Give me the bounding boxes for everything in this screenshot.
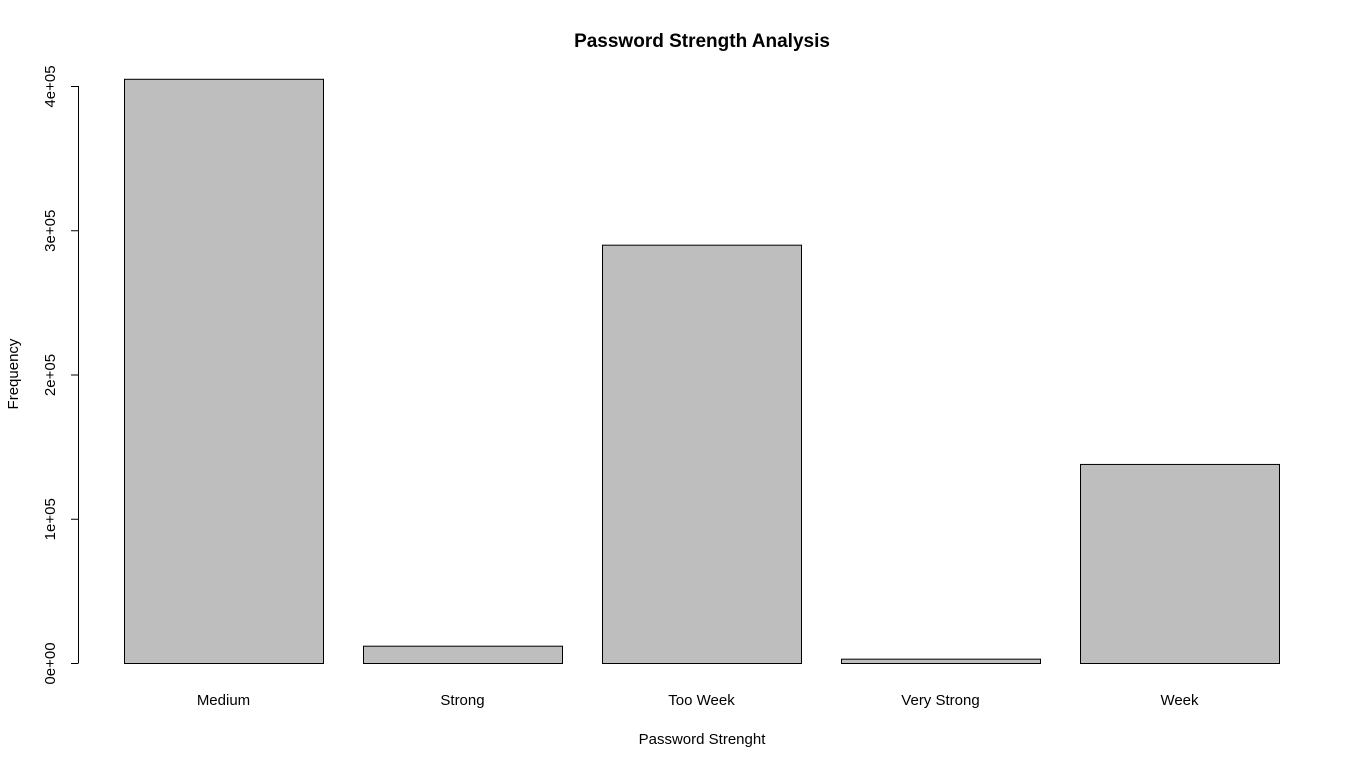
bar-medium xyxy=(124,78,324,665)
y-axis-label: Frequency xyxy=(5,338,22,409)
bars-layer xyxy=(124,78,1280,665)
y-axis: 0e+00 1e+05 2e+05 3e+05 4e+05 xyxy=(42,65,79,685)
y-tick-label: 0e+00 xyxy=(42,642,59,684)
y-tick-label: 1e+05 xyxy=(42,498,59,540)
y-tick-label: 3e+05 xyxy=(42,210,59,252)
bar-strong xyxy=(363,645,563,665)
bar-too-week xyxy=(602,244,802,665)
x-tick-label: Week xyxy=(1160,692,1199,709)
x-axis-label: Password Strenght xyxy=(639,731,767,748)
x-tick-label: Strong xyxy=(440,692,484,709)
x-tick-label: Very Strong xyxy=(901,692,979,709)
bar-very-strong xyxy=(841,658,1041,664)
y-tick-label: 4e+05 xyxy=(42,65,59,107)
x-axis-tick-labels: Medium Strong Too Week Very Strong Week xyxy=(197,692,1199,709)
x-tick-label: Medium xyxy=(197,692,250,709)
bar-week xyxy=(1080,463,1280,664)
chart-title: Password Strength Analysis xyxy=(574,31,830,52)
y-tick-label: 2e+05 xyxy=(42,354,59,396)
x-tick-label: Too Week xyxy=(668,692,735,709)
